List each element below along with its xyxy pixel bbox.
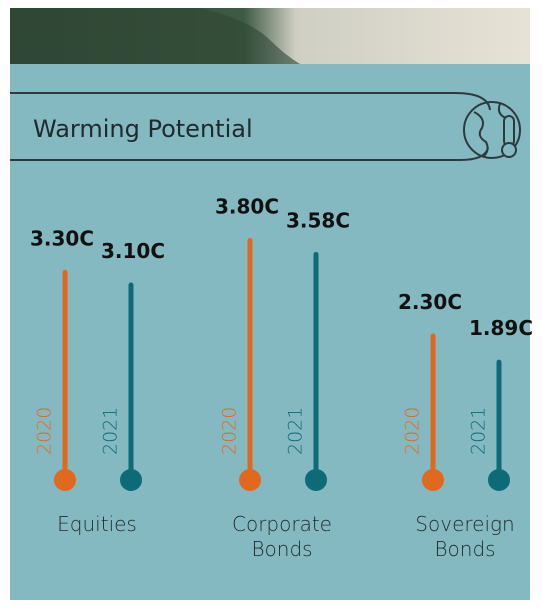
value-label: 3.10C	[101, 239, 165, 263]
thermometer-bar	[62, 269, 68, 480]
category-label: Sovereign Bonds	[415, 512, 515, 561]
chart-title: Warming Potential	[33, 115, 253, 143]
thermometer-bulb	[120, 469, 142, 491]
category-label: Equities	[57, 512, 137, 536]
series-label: 2021	[100, 407, 122, 455]
thermometer-bulb	[488, 469, 510, 491]
mountain	[10, 8, 300, 64]
thermometer-bar	[128, 282, 134, 480]
thermometer-bar	[247, 237, 253, 480]
globe-icon	[463, 101, 521, 159]
thermometer-bulb	[239, 469, 261, 491]
thermometer-bar	[313, 251, 319, 480]
series-label: 2021	[468, 407, 490, 455]
thermometer-bulb	[54, 469, 76, 491]
thermometer-bulb	[422, 469, 444, 491]
series-label: 2020	[34, 407, 56, 455]
thermometer-bulb	[305, 469, 327, 491]
value-label: 3.80C	[215, 194, 279, 218]
series-label: 2021	[285, 407, 307, 455]
value-label: 2.30C	[398, 290, 462, 314]
category-label: Corporate Bonds	[232, 512, 332, 561]
value-label: 3.30C	[30, 226, 94, 250]
series-label: 2020	[219, 407, 241, 455]
series-label: 2020	[402, 407, 424, 455]
thermometer-bar	[496, 359, 502, 480]
value-label: 3.58C	[286, 208, 350, 232]
value-label: 1.89C	[469, 316, 533, 340]
thermometer-bar	[430, 333, 436, 480]
panel	[10, 64, 530, 600]
